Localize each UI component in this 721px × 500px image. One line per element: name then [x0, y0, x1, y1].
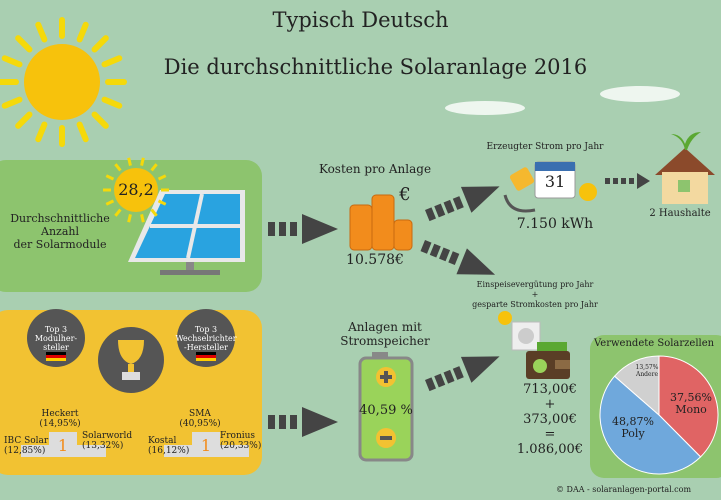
arrow-icon — [605, 173, 650, 189]
name: Mono — [675, 403, 707, 416]
label: Durchschnittliche — [10, 212, 110, 225]
power-value: 7.150 kWh — [516, 216, 594, 232]
pct: 13,57% — [635, 364, 659, 371]
label: gesparte Stromkosten pro Jahr — [472, 300, 598, 309]
calendar-icon — [534, 161, 576, 199]
label: Stromspeicher — [340, 334, 430, 348]
solar-panel-icon — [128, 190, 245, 275]
name: SMA — [189, 409, 211, 419]
label: Wechselrichter — [175, 334, 237, 343]
pie-chart — [599, 355, 719, 475]
arrow-icon — [425, 186, 500, 222]
pie-slice-poly — [599, 375, 702, 475]
pct: (13,32%) — [82, 441, 124, 451]
cloud-icon — [445, 101, 525, 115]
pct: 37,56% — [670, 391, 712, 404]
label: -Hersteller — [184, 343, 228, 352]
label: der Solarmodule — [13, 238, 107, 251]
name: IBC Solar — [4, 436, 49, 446]
inverter-third: Fronius (20,33%) — [220, 431, 261, 451]
power-label: Erzeugter Strom pro Jahr — [486, 142, 604, 152]
pie-label-poly: 48,87% Poly — [608, 416, 658, 440]
badge-inverters — [177, 309, 235, 367]
module-third: Solarworld (13,32%) — [82, 431, 132, 451]
feedin-label: Einspeisevergütung pro Jahr + gesparte Str… — [460, 280, 610, 310]
pct: (40,95%) — [179, 419, 221, 429]
modules-label: Durchschnittliche Anzahl der Solarmodule — [0, 212, 120, 251]
pie-label-mono: 37,56% Mono — [666, 392, 716, 416]
cost-value: 10.578€ — [346, 252, 404, 268]
pie-label-andere: 13,57% Andere — [630, 364, 664, 378]
small-sun-icon — [103, 157, 169, 223]
name: Kostal — [148, 436, 177, 446]
storage-label: Anlagen mit Stromspeicher — [320, 320, 450, 348]
pct: (20,33%) — [220, 441, 262, 451]
pie-slice-andere — [613, 355, 660, 417]
name: Fronius — [220, 431, 256, 441]
label: Einspeisevergütung pro Jahr — [476, 280, 594, 289]
podium-inverters — [164, 432, 249, 457]
pct: (14,95%) — [39, 419, 81, 429]
plus: + — [544, 397, 556, 412]
coins-icon — [349, 194, 413, 251]
euro-icon: € — [399, 184, 411, 205]
arrows — [268, 173, 650, 437]
title: Typisch Deutsch — [272, 8, 449, 32]
inverter-first: SMA (40,95%) — [170, 409, 230, 429]
arrow-icon — [425, 356, 500, 392]
flag-germany-icon — [46, 352, 66, 361]
plug-icon — [503, 194, 536, 213]
subtitle: Die durchschnittliche Solaranlage 2016 — [163, 55, 588, 79]
equals: = — [544, 427, 556, 442]
inverter-second: Kostal (16,12%) — [148, 436, 189, 456]
trophy-icon — [98, 327, 164, 393]
name: Poly — [621, 427, 645, 440]
rank-modules: 1 — [57, 436, 69, 455]
badge-modules-text: Top 3 Modulher-steller — [26, 325, 86, 352]
podium-modules — [21, 432, 106, 457]
sun-icon — [0, 17, 127, 147]
label: Anlagen mit — [348, 320, 422, 334]
cloud-icon — [600, 86, 680, 102]
name: Heckert — [41, 409, 79, 419]
pie-slice-mono — [658, 355, 719, 458]
module-second: IBC Solar (12,85%) — [4, 436, 48, 456]
arrow-icon — [268, 407, 338, 437]
pie-title: Verwendete Solarzellen — [594, 338, 715, 349]
name: Andere — [635, 371, 658, 378]
label: Modulher- — [34, 334, 78, 343]
label: Top 3 — [194, 325, 218, 334]
pct: (12,85%) — [4, 446, 46, 456]
storage-value: 40,59 % — [359, 403, 413, 418]
arrow-icon — [420, 240, 496, 275]
label: + — [531, 290, 539, 299]
label: Top 3 — [44, 325, 68, 334]
house-icon — [655, 132, 715, 204]
pct: 48,87% — [612, 415, 654, 428]
arrow-icon — [268, 214, 338, 244]
pct: (16,12%) — [148, 446, 190, 456]
cost-label: Kosten pro Anlage — [318, 162, 432, 176]
households: 2 Haushalte — [649, 208, 711, 219]
lightbulb-icon — [579, 183, 597, 201]
feedin-values: 713,00€ +373,00€ = 1.086,00€ — [505, 382, 595, 457]
wallet-icon — [526, 342, 570, 379]
calendar-day: 31 — [544, 172, 566, 191]
battery-icon — [358, 352, 414, 462]
value: 713,00€ — [523, 382, 577, 397]
label: Anzahl — [41, 225, 79, 238]
module-first: Heckert (14,95%) — [30, 409, 90, 429]
rank-inverters: 1 — [200, 436, 212, 455]
flag-germany-icon — [196, 352, 216, 361]
socket-icon — [498, 311, 541, 351]
name: Solarworld — [82, 431, 133, 441]
badge-modules — [27, 309, 85, 367]
badge-inverters-text: Top 3 Wechselrichter -Hersteller — [172, 325, 240, 352]
copyright: © DAA - solaranlagen-portal.com — [556, 485, 692, 494]
total: 1.086,00€ — [516, 442, 584, 457]
value: 373,00€ — [523, 412, 577, 427]
label: steller — [43, 343, 69, 352]
module-count: 28,2 — [118, 180, 154, 199]
